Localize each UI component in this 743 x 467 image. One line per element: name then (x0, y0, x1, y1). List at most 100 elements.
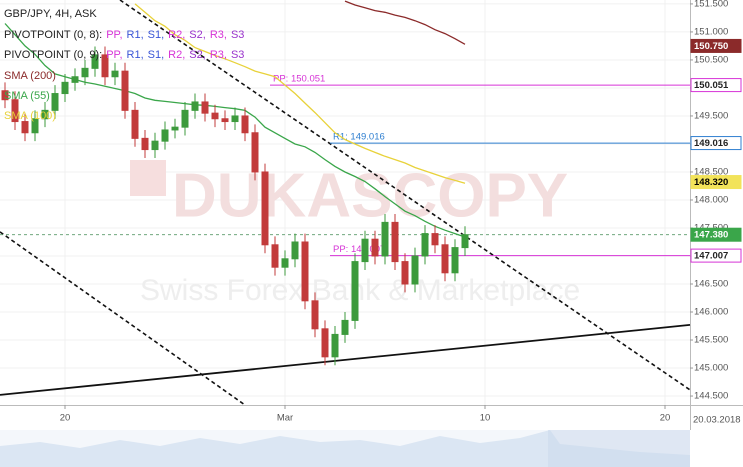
candle-body (271, 244, 279, 268)
indicator-part: R2, (168, 49, 185, 61)
candle-body (11, 99, 19, 123)
candle-body (371, 238, 379, 257)
price-tag (690, 227, 742, 242)
trendline (0, 231, 246, 406)
watermark-subtitle: Swiss Forex Bank & Marketplace (140, 274, 580, 307)
sma-line (134, 3, 466, 184)
indicator-part: S2, (189, 49, 206, 61)
candle-body (241, 115, 249, 134)
y-tick-label: 150.500 (694, 54, 728, 65)
candle-body (231, 115, 239, 123)
candle-body (71, 76, 79, 83)
candle-body (291, 241, 299, 260)
candle-body (141, 137, 149, 151)
navigator-window (548, 430, 690, 467)
y-tick-label: 151.000 (694, 26, 728, 37)
indicator-part: S2, (189, 29, 206, 41)
candle-body (151, 140, 159, 151)
candle-body (91, 54, 99, 69)
watermark: DUKASCOPY Swiss Forex Bank & Marketplace (130, 160, 580, 307)
date-label: 20.03.2018 (693, 415, 741, 426)
candle-body (61, 81, 69, 95)
candle-body (191, 101, 199, 111)
price-tag-label: 147.380 (694, 230, 728, 241)
navigator (0, 430, 690, 467)
indicator-part: S1, (148, 29, 165, 41)
indicator-part: S1, (148, 49, 165, 61)
y-tick-label: 145.000 (694, 363, 728, 374)
price-tag (690, 38, 742, 53)
candle-body (41, 109, 49, 120)
candle-body (31, 118, 39, 134)
price-tag (690, 175, 742, 190)
candle-body (221, 118, 229, 123)
indicator-name: PIVOTPOINT (0, 8): (4, 29, 102, 41)
candle-body (441, 244, 449, 274)
candle-body (211, 112, 219, 120)
price-tag-label: 150.051 (694, 80, 729, 91)
candle-body (381, 221, 389, 257)
legend-indicator: PIVOTPOINT (0, 9): PP, R1, S1, R2, S2, R3, S3 (4, 49, 244, 61)
y-tick-label: 148.500 (694, 166, 728, 177)
watermark-logo (130, 160, 166, 196)
x-tick-label: 20 (60, 413, 71, 424)
price-tag-label: 150.750 (694, 41, 728, 52)
y-tick-label: 146.500 (694, 279, 728, 290)
candle-body (361, 238, 369, 263)
legend-entry: SMA (55) (4, 90, 50, 102)
candle-body (321, 328, 329, 358)
candle-body (171, 126, 179, 131)
price-tag-label: 148.320 (694, 177, 728, 188)
candle-body (161, 129, 169, 142)
price-tag (690, 248, 742, 263)
price-tag-label: 149.016 (694, 138, 728, 149)
candle-body (81, 67, 89, 78)
candle-body (251, 132, 259, 173)
candle-body (121, 70, 129, 111)
candle-body (111, 70, 119, 78)
candle-body (411, 255, 419, 285)
indicator-part: S3 (231, 29, 244, 41)
pivot-label: PP: 147.007 (333, 244, 385, 255)
candle-body (281, 258, 289, 268)
x-tick-label: 10 (480, 413, 491, 424)
candle-body (341, 319, 349, 335)
candle-body (301, 241, 309, 302)
indicator-part: S3 (231, 49, 244, 61)
legend: GBP/JPY, 4H, ASK PIVOTPOINT (0, 8): PP, R1,… (4, 8, 244, 122)
price-tag-label: 147.007 (694, 251, 728, 262)
y-tick-label: 145.500 (694, 335, 728, 346)
trendline (119, 0, 691, 391)
candle-body (391, 221, 399, 263)
trendline (0, 324, 691, 396)
candle-body (421, 233, 429, 257)
candle-body (51, 93, 59, 111)
navigator-area (0, 430, 690, 467)
candle-body (101, 54, 109, 78)
candle-body (201, 101, 209, 114)
candle-body (401, 261, 409, 285)
sma-line (344, 0, 466, 45)
price-tag (690, 136, 742, 151)
candle-body (351, 261, 359, 321)
indicator-part: R3, (210, 49, 227, 61)
legend-entry: SMA (200) (4, 70, 56, 82)
indicator-part: R3, (210, 29, 227, 41)
indicator-part: PP, (106, 49, 122, 61)
pivot-label: R1: 149.016 (333, 132, 385, 143)
y-tick-label: 146.000 (694, 307, 728, 318)
legend-instrument: GBP/JPY, 4H, ASK (4, 8, 97, 20)
pivot-label: PP: 150.051 (273, 74, 325, 85)
y-tick-label: 144.500 (694, 391, 728, 402)
y-tick-label: 151.500 (694, 0, 728, 9)
indicator-part: R1, (127, 29, 144, 41)
indicator-name: PIVOTPOINT (0, 9): (4, 49, 102, 61)
x-tick-label: 20 (660, 413, 671, 424)
candle-body (1, 90, 9, 101)
legend-entry: SMA (100) (4, 110, 56, 122)
y-tick-label: 148.000 (694, 194, 728, 205)
candle-body (431, 233, 439, 246)
